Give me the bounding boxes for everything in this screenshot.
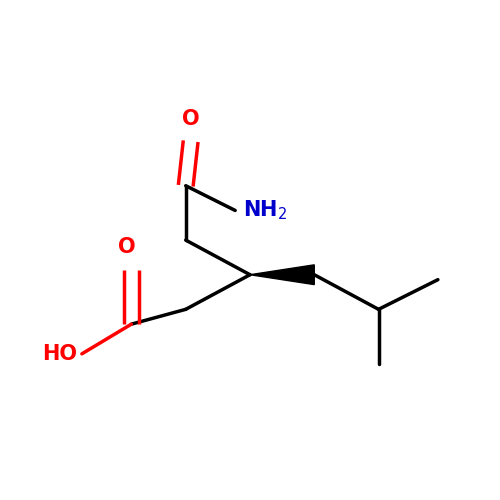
Polygon shape	[250, 265, 314, 284]
Text: O: O	[182, 109, 200, 129]
Text: O: O	[118, 238, 135, 258]
Text: NH$_2$: NH$_2$	[242, 198, 287, 222]
Text: HO: HO	[42, 344, 77, 364]
